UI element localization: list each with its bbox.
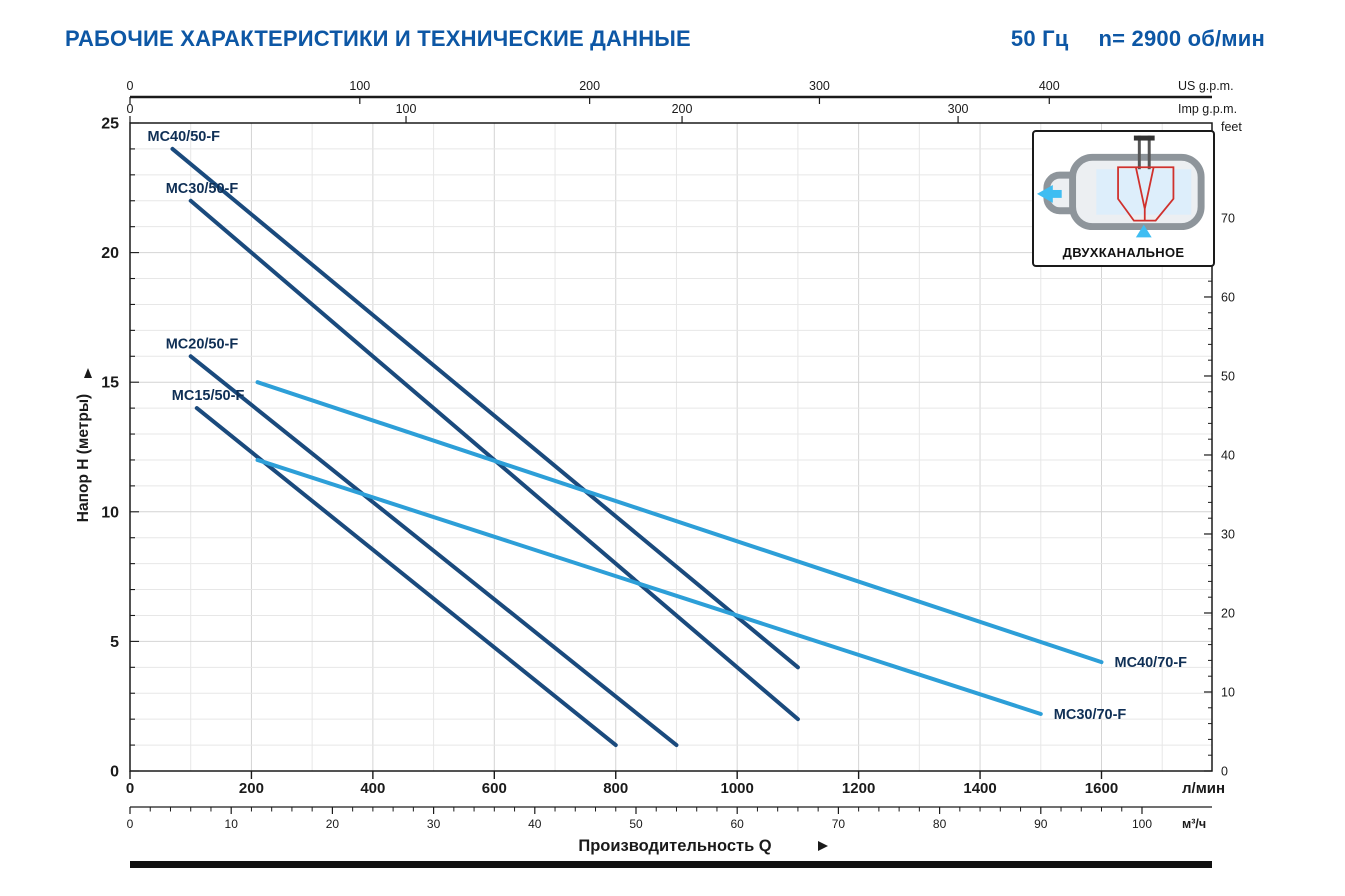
m3h-tick-label: 50 <box>629 817 643 831</box>
m3h-tick-label: 0 <box>127 817 134 831</box>
feet-tick-label: 60 <box>1221 290 1235 304</box>
meters-tick-label: 10 <box>101 504 119 521</box>
us-gpm-tick-label: 0 <box>127 79 134 93</box>
curve-MC30/70-F <box>255 457 1043 716</box>
header-specs: 50 Гц n= 2900 об/мин <box>1011 26 1265 52</box>
us-gpm-tick-label: 100 <box>349 79 370 93</box>
lpm-tick-label: 1600 <box>1085 780 1118 797</box>
x-axis-title: Производительность Q <box>578 837 771 855</box>
lpm-tick-label: 600 <box>482 780 507 797</box>
pump-shaft-cap <box>1133 135 1155 141</box>
m3h-tick-label: 90 <box>1034 817 1048 831</box>
page-title: РАБОЧИЕ ХАРАКТЕРИСТИКИ И ТЕХНИЧЕСКИЕ ДАН… <box>65 26 691 51</box>
lpm-tick-label: 200 <box>239 780 264 797</box>
imp-gpm-axis-label: Imp g.p.m. <box>1178 102 1237 116</box>
m3h-tick-label: 10 <box>225 817 239 831</box>
m3h-axis-label: м³/ч <box>1182 817 1206 831</box>
m3h-tick-label: 30 <box>427 817 441 831</box>
lpm-tick-label: 1000 <box>720 780 753 797</box>
feet-tick-label: 70 <box>1221 211 1235 225</box>
y-axis-arrow-icon <box>84 368 92 378</box>
meters-tick-label: 15 <box>101 375 119 392</box>
pump-shaft-line <box>1137 135 1141 170</box>
plot-frame <box>129 122 1213 772</box>
imp-gpm-tick-label: 300 <box>948 102 969 116</box>
outflow-arrow-tail <box>1051 189 1062 198</box>
m3h-tick-label: 20 <box>326 817 340 831</box>
pump-shaft-line <box>1147 135 1151 170</box>
lpm-tick-label: 1400 <box>963 780 996 797</box>
lpm-tick-label: 400 <box>360 780 385 797</box>
curve-label-MC15/50-F: MC15/50-F <box>172 388 245 404</box>
us-gpm-tick-label: 200 <box>579 79 600 93</box>
feet-tick-label: 40 <box>1221 448 1235 462</box>
curve-label-MC40/70-F: MC40/70-F <box>1114 655 1187 671</box>
meters-tick-label: 5 <box>110 634 119 651</box>
inflow-arrow-icon <box>1135 224 1152 238</box>
pump-casing-joint <box>1078 181 1095 205</box>
feet-tick-label: 20 <box>1221 606 1235 620</box>
feet-tick-label: 10 <box>1221 685 1235 699</box>
imp-gpm-tick-label: 0 <box>127 102 134 116</box>
m3h-tick-label: 80 <box>933 817 947 831</box>
lpm-tick-label: 800 <box>603 780 628 797</box>
m3h-tick-label: 70 <box>832 817 846 831</box>
m3h-tick-label: 60 <box>731 817 745 831</box>
feet-tick-label: 30 <box>1221 527 1235 541</box>
curve-label-MC40/50-F: MC40/50-F <box>148 129 221 145</box>
curve-MC20/50-F <box>188 354 679 748</box>
meters-tick-label: 0 <box>110 764 119 781</box>
meters-tick-label: 25 <box>101 116 119 133</box>
pump-type-inset: ДВУХКАНАЛЬНОЕ <box>1032 130 1215 267</box>
bottom-rule <box>130 861 1212 868</box>
curve-label-MC30/50-F: MC30/50-F <box>166 181 239 197</box>
imp-gpm-tick-label: 100 <box>396 102 417 116</box>
frequency-value: 50 Гц <box>1010 26 1069 51</box>
meters-tick-label: 20 <box>101 245 119 262</box>
feet-tick-label: 50 <box>1221 369 1235 383</box>
speed-value: n= 2900 об/мин <box>1098 26 1265 51</box>
impeller-channels <box>1134 167 1155 221</box>
curve-MC40/70-F <box>255 380 1104 665</box>
lpm-tick-label: 0 <box>126 780 134 797</box>
y-axis-title: Напор H (метры) <box>75 394 92 522</box>
outflow-arrow-icon <box>1036 185 1053 203</box>
m3h-tick-label: 40 <box>528 817 542 831</box>
us-gpm-tick-label: 400 <box>1039 79 1060 93</box>
inset-label: ДВУХКАНАЛЬНОЕ <box>1062 245 1185 260</box>
curve-label-MC30/70-F: MC30/70-F <box>1054 707 1127 723</box>
page-header: РАБОЧИЕ ХАРАКТЕРИСТИКИ И ТЕХНИЧЕСКИЕ ДАН… <box>65 26 1265 52</box>
curve-label-MC20/50-F: MC20/50-F <box>166 336 239 352</box>
feet-tick-label: 0 <box>1221 765 1228 779</box>
curve-MC40/50-F <box>170 146 800 670</box>
m3h-tick-label: 100 <box>1132 817 1152 831</box>
lpm-tick-label: 1200 <box>842 780 875 797</box>
grid <box>130 123 1212 771</box>
lpm-axis-label: л/мин <box>1182 780 1225 797</box>
us-gpm-tick-label: 300 <box>809 79 830 93</box>
pump-diagram <box>1036 135 1205 238</box>
feet-axis-label: feet <box>1221 120 1242 134</box>
us-gpm-axis-label: US g.p.m. <box>1178 79 1234 93</box>
x-axis-arrow-icon <box>818 841 828 851</box>
impeller-outline <box>1117 166 1175 222</box>
imp-gpm-tick-label: 200 <box>672 102 693 116</box>
